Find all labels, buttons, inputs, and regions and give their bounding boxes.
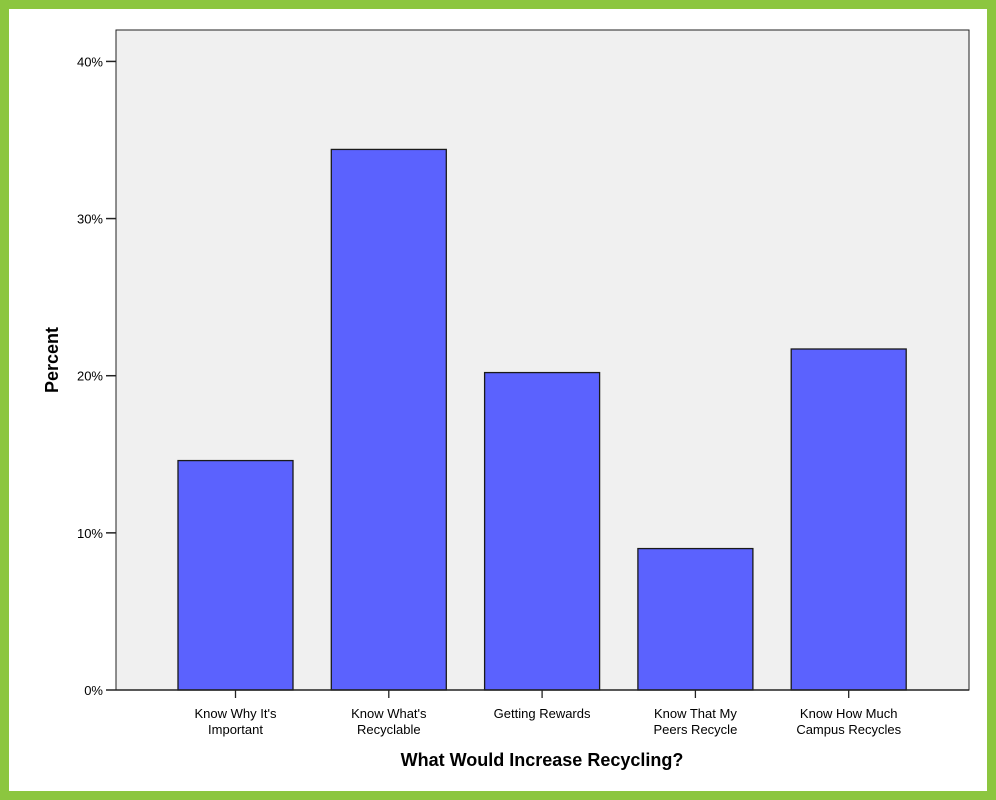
x-tick-label-line: Know What's: [351, 706, 427, 721]
bars-group: [177, 148, 907, 691]
x-axis: Know Why It's Important Know What's Recycla…: [116, 689, 969, 737]
x-tick-label: Know How Much Campus Recycles: [796, 706, 901, 737]
x-tick-label-line: Campus Recycles: [796, 722, 901, 737]
y-tick-label: 10%: [77, 526, 103, 541]
x-tick-label: Getting Rewards: [494, 706, 591, 721]
y-axis: 0% 10% 20% 30% 40%: [77, 54, 116, 698]
bar: [330, 148, 447, 691]
x-tick-label-line: Peers Recycle: [653, 722, 737, 737]
y-tick-label: 0%: [84, 683, 103, 698]
x-tick-label: Know Why It's Important: [195, 706, 277, 737]
x-axis-title: What Would Increase Recycling?: [401, 750, 684, 770]
x-tick-label: Know What's Recyclable: [351, 706, 427, 737]
x-tick-label-line: Recyclable: [357, 722, 421, 737]
x-tick-label: Know That My Peers Recycle: [653, 706, 737, 737]
y-tick-label: 20%: [77, 369, 103, 384]
bar: [177, 459, 294, 691]
bar: [483, 371, 601, 691]
y-axis-title: Percent: [42, 327, 62, 393]
x-tick-label-line: Getting Rewards: [494, 706, 591, 721]
bar: [790, 348, 907, 691]
x-tick-label-line: Know That My: [654, 706, 737, 721]
x-tick-label-line: Important: [208, 722, 263, 737]
x-tick-label-line: Know Why It's: [195, 706, 277, 721]
x-tick-label-line: Know How Much: [800, 706, 898, 721]
bar: [637, 547, 754, 691]
y-tick-label: 40%: [77, 54, 103, 69]
y-tick-label: 30%: [77, 212, 103, 227]
